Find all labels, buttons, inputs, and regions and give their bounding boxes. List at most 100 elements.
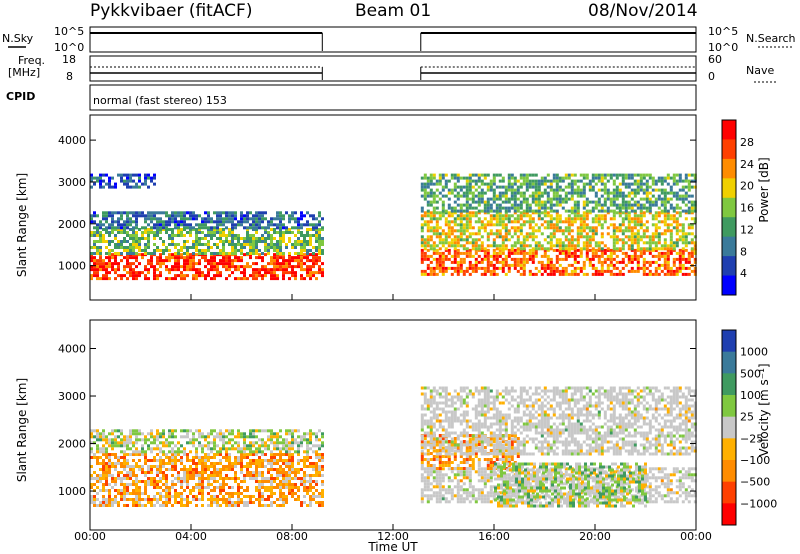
velocity-cell (309, 489, 312, 492)
power-cell (219, 271, 222, 275)
power-cell (318, 271, 321, 275)
power-cell (531, 191, 535, 195)
power-cell (666, 173, 670, 177)
power-cell (429, 176, 433, 180)
power-cell (534, 247, 538, 251)
power-cell (684, 257, 688, 261)
power-cell (579, 220, 583, 224)
power-cell (630, 247, 634, 251)
power-cell (459, 203, 463, 207)
power-cell (132, 231, 135, 234)
power-cell (636, 238, 640, 242)
power-cell (594, 266, 598, 270)
power-cell (657, 263, 661, 267)
velocity-cell (261, 498, 264, 501)
velocity-cell (309, 432, 312, 436)
power-cell (426, 179, 430, 183)
velocity-cell (90, 501, 93, 504)
power-cell (507, 263, 511, 267)
velocity-cell (246, 474, 249, 477)
power-cell (603, 260, 607, 264)
power-cell (249, 237, 252, 240)
velocity-cell (240, 492, 243, 495)
power-cell (231, 231, 234, 234)
velocity-cell (108, 501, 111, 504)
velocity-cell (201, 492, 204, 495)
power-cell (156, 217, 159, 221)
power-cell (423, 257, 427, 261)
velocity-cell (141, 450, 144, 454)
power-cell (426, 266, 430, 270)
power-cell (555, 188, 559, 192)
power-cell (222, 259, 225, 263)
velocity-cell (312, 468, 315, 471)
velocity-cell (312, 474, 315, 477)
velocity-cell (123, 495, 126, 498)
power-cell (486, 203, 490, 207)
power-cell (477, 211, 481, 215)
power-cell (558, 217, 562, 221)
velocity-cell (99, 447, 102, 451)
power-cell (225, 211, 228, 215)
power-cell (270, 223, 273, 227)
power-cell (429, 214, 433, 218)
velocity-cell (186, 480, 189, 483)
power-cell (273, 265, 276, 269)
power-cell (558, 197, 562, 201)
velocity-cell (126, 498, 129, 501)
power-cell (192, 211, 195, 215)
velocity-cell (255, 462, 258, 465)
power-cell (249, 274, 252, 278)
power-cell (600, 260, 604, 264)
power-cell (525, 176, 529, 180)
freq-label-2: [MHz] (8, 66, 40, 79)
power-cell (243, 214, 246, 218)
power-cell (177, 223, 180, 227)
velocity-cell (96, 474, 99, 477)
power-cell (582, 272, 586, 276)
power-cell (435, 232, 439, 236)
power-cell (570, 185, 574, 189)
power-cell (147, 173, 150, 177)
velocity-cell (222, 447, 225, 451)
power-cell (456, 209, 460, 213)
power-cell (255, 246, 258, 249)
power-cell (216, 265, 219, 269)
velocity-cell (255, 453, 258, 456)
power-cell (687, 257, 691, 261)
velocity-cell (246, 501, 249, 504)
power-cell (555, 185, 559, 189)
velocity-cell (483, 500, 487, 504)
power-cell (516, 248, 520, 252)
power-cell (591, 251, 595, 255)
power-cell (255, 256, 258, 260)
velocity-cell (96, 444, 99, 448)
velocity-cell (165, 501, 168, 504)
power-cell (423, 188, 427, 192)
power-cell (147, 228, 150, 231)
velocity-cell (270, 429, 273, 433)
velocity-cell (423, 488, 427, 492)
power-cell (615, 254, 619, 258)
velocity-cell (225, 483, 228, 486)
velocity-cell (195, 453, 198, 456)
velocity-cell (234, 441, 237, 445)
power-cell (486, 263, 490, 267)
power-cell (90, 252, 93, 255)
power-cell (690, 194, 694, 198)
velocity-cells (90, 386, 697, 508)
power-cell (213, 243, 216, 246)
power-cell (96, 240, 99, 243)
power-cell (591, 200, 595, 204)
velocity-cell (156, 486, 159, 489)
power-cell (210, 246, 213, 249)
velocity-cell (285, 441, 288, 445)
velocity-cell (168, 489, 171, 492)
power-cell (432, 244, 436, 248)
power-cell (633, 217, 637, 221)
power-cell (480, 179, 484, 183)
power-cell (507, 248, 511, 252)
power-cell (147, 223, 150, 227)
power-cell (300, 274, 303, 278)
power-cell (180, 253, 183, 257)
